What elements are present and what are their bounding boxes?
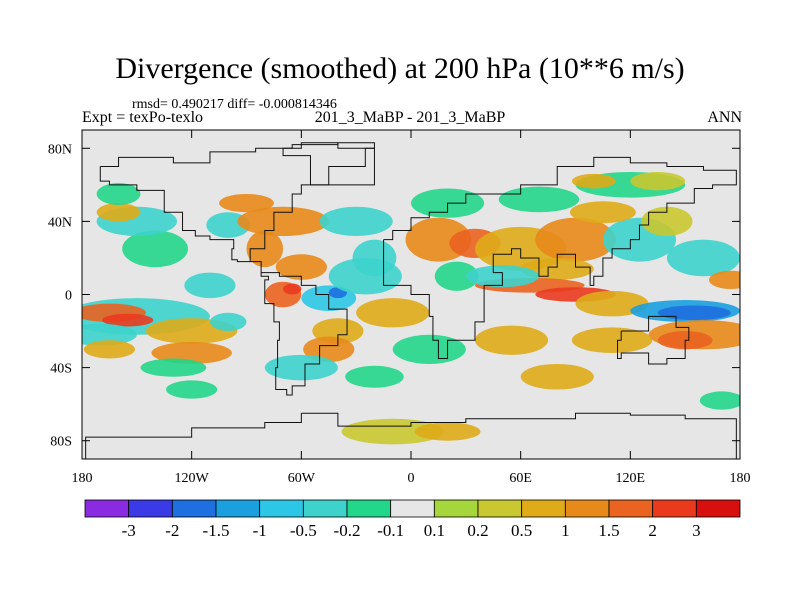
colorbar-swatch: [128, 499, 173, 518]
field-patch: [575, 290, 649, 317]
y-tick-label: 0: [65, 289, 72, 304]
colorbar-swatch: [695, 499, 741, 518]
field-patch: [641, 206, 693, 237]
runs-label: 201_3_MaBP - 201_3_MaBP: [314, 109, 506, 126]
colorbar-label: 0.2: [467, 521, 488, 540]
colorbar-label: 2: [648, 521, 657, 540]
colorbar-label: -0.1: [377, 521, 404, 540]
y-tick-label: 80S: [50, 435, 72, 450]
field-patch: [151, 342, 232, 364]
field-patch: [708, 270, 740, 290]
field-patch: [303, 336, 355, 363]
field-patch: [283, 283, 302, 295]
colorbar-swatch: [215, 499, 261, 518]
field-patch: [275, 254, 327, 280]
coastline: [383, 156, 737, 359]
colorbar-label: -0.5: [290, 521, 317, 540]
y-tick-label: 80N: [48, 142, 72, 157]
coastline: [617, 315, 690, 365]
x-tick-label: 120W: [175, 471, 210, 486]
colorbar-swatch: [346, 499, 392, 518]
y-tick-label: 40S: [50, 362, 72, 377]
field-patch: [102, 313, 154, 327]
experiment-label: Expt = texPo-texlo: [82, 109, 204, 126]
colorbar-label: 0.1: [424, 521, 445, 540]
field-patch: [535, 217, 616, 262]
field-patch: [237, 206, 329, 237]
field-patch: [166, 380, 218, 399]
field-patch: [341, 418, 444, 445]
field-patch: [498, 186, 580, 213]
field-patch: [122, 230, 189, 268]
field-patch: [474, 325, 549, 355]
x-tick-label: 180: [72, 471, 93, 486]
colorbar-swatch: [259, 499, 304, 518]
field-patch: [345, 365, 404, 388]
colorbar-label: -1.5: [203, 521, 230, 540]
colorbar-swatch: [302, 499, 348, 518]
colorbar-label: -3: [122, 521, 136, 540]
field-patch: [699, 391, 740, 410]
field-patch: [140, 358, 207, 377]
field-patch: [356, 298, 430, 328]
colorbar-label: -0.2: [334, 521, 361, 540]
axis-layer: 180 120W 60W 0 60E 120E 180 80N 40N 0 40S 80S: [48, 130, 751, 486]
colorbar-label: -2: [165, 521, 179, 540]
colorbar: -3 -2 -1.5 -1 -0.5 -0.2 -0.1 0.1 0.2 0.5 1 1.5 2 3: [84, 499, 741, 540]
colorbar-swatch: [608, 499, 654, 518]
field-patch: [209, 312, 247, 332]
field-patch: [82, 323, 137, 346]
colorbar-label: -1: [253, 521, 267, 540]
x-tick-label: 60E: [509, 471, 532, 486]
colorbar-swatch: [433, 499, 479, 518]
colorbar-swatch: [171, 499, 217, 518]
coastline: [85, 412, 737, 459]
colorbar-label: 3: [692, 521, 701, 540]
colorbar-swatch: [521, 499, 566, 518]
field-patch: [630, 172, 686, 191]
coastline-layer: [85, 142, 737, 459]
colorbar-swatch: [564, 499, 610, 518]
field-layer: [82, 172, 740, 445]
colorbar-swatch: [84, 499, 130, 518]
colorbar-swatch: [477, 499, 523, 518]
field-patch: [352, 239, 397, 277]
field-patch: [520, 363, 594, 390]
field-patch: [96, 203, 141, 222]
field-patch: [414, 422, 481, 441]
field-patch: [571, 173, 616, 189]
field-patch: [392, 334, 466, 364]
colorbar-swatch: [652, 499, 697, 518]
colorbar-label: 1.5: [598, 521, 619, 540]
x-tick-label: 180: [730, 471, 751, 486]
field-patch: [83, 340, 136, 359]
x-tick-label: 0: [408, 471, 415, 486]
season-label: ANN: [707, 109, 742, 126]
colorbar-swatch: [390, 499, 435, 518]
stats-text: rmsd= 0.490217 diff= -0.000814346: [132, 97, 337, 112]
field-patch: [319, 206, 393, 237]
field-patch: [657, 305, 731, 321]
x-tick-label: 60W: [288, 471, 316, 486]
x-tick-label: 120E: [616, 471, 646, 486]
y-tick-label: 40N: [48, 215, 72, 230]
field-patch: [219, 193, 274, 213]
field-patch: [571, 327, 653, 353]
colorbar-label: 1: [561, 521, 570, 540]
colorbar-label: 0.5: [511, 521, 532, 540]
chart-title: Divergence (smoothed) at 200 hPa (10**6 …: [115, 52, 685, 85]
field-patch: [434, 261, 479, 291]
field-patch: [184, 272, 236, 299]
field-patch: [666, 239, 740, 277]
field-patch: [96, 183, 141, 205]
field-patch: [570, 201, 636, 224]
coastline: [282, 142, 375, 186]
